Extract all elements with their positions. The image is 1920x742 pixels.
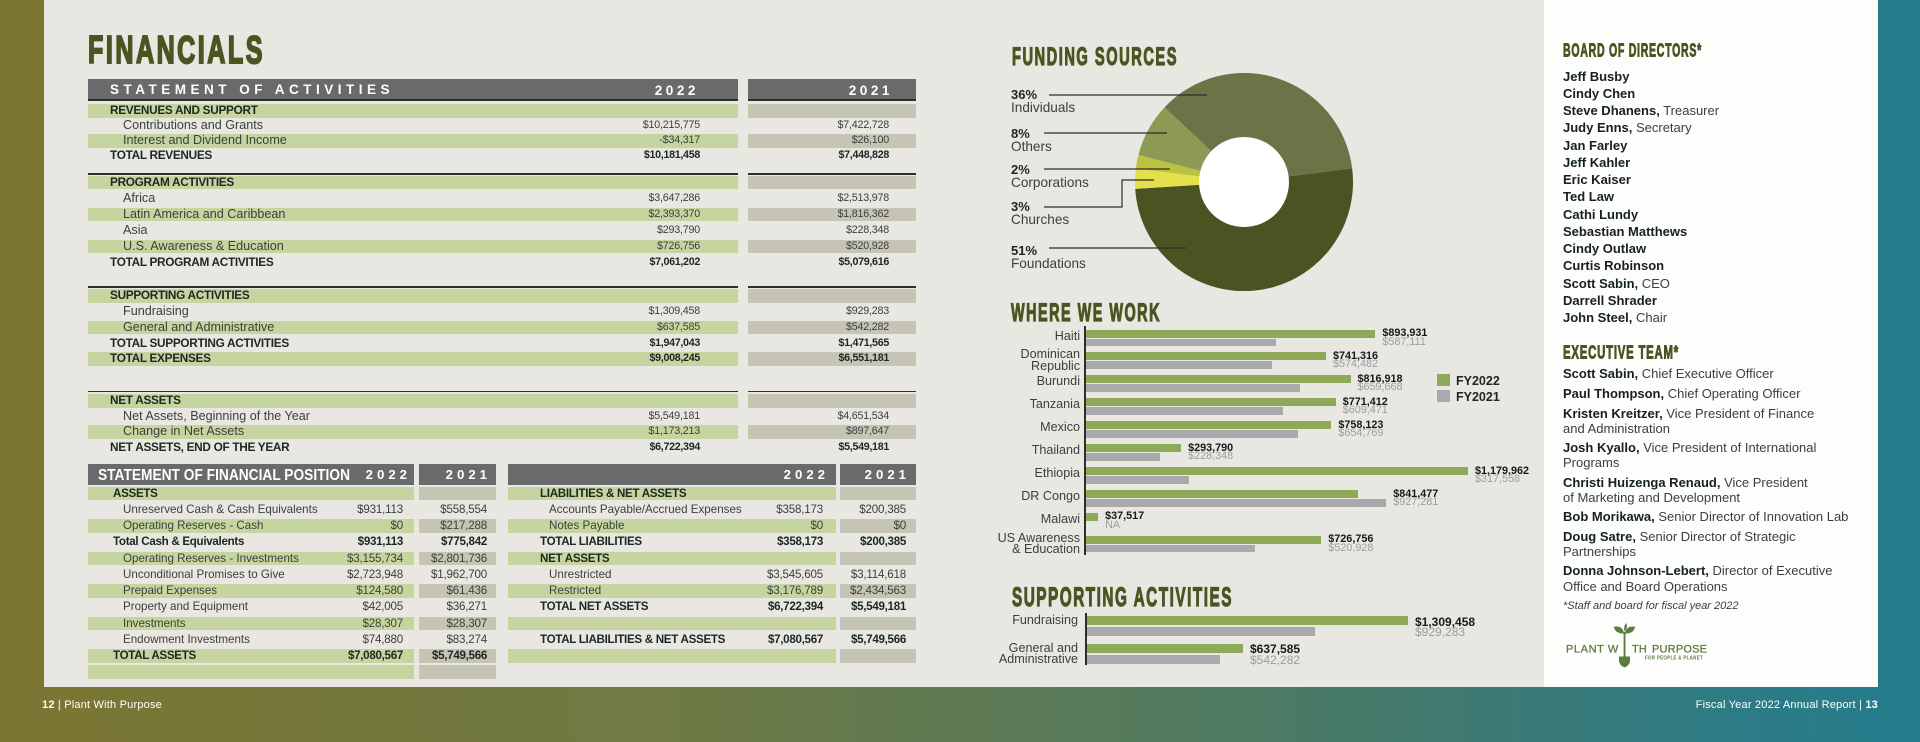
svg-text:TH: TH bbox=[1632, 644, 1647, 656]
svg-text:PURPOSE: PURPOSE bbox=[1652, 644, 1707, 656]
svg-text:FOR PEOPLE & PLANET: FOR PEOPLE & PLANET bbox=[1645, 656, 1703, 662]
svg-text:FINANCIALS: FINANCIALS bbox=[88, 29, 265, 72]
svg-text:SUPPORTING ACTIVITIES: SUPPORTING ACTIVITIES bbox=[1012, 582, 1233, 611]
svg-text:STATEMENT OF FINANCIAL POSITIO: STATEMENT OF FINANCIAL POSITION bbox=[98, 467, 350, 484]
svg-text:FUNDING SOURCES: FUNDING SOURCES bbox=[1012, 43, 1178, 71]
svg-text:PLANT W: PLANT W bbox=[1566, 644, 1619, 656]
svg-text:WHERE WE WORK: WHERE WE WORK bbox=[1011, 299, 1161, 327]
svg-text:EXECUTIVE TEAM*: EXECUTIVE TEAM* bbox=[1563, 342, 1679, 363]
svg-text:BOARD OF DIRECTORS*: BOARD OF DIRECTORS* bbox=[1563, 40, 1702, 61]
